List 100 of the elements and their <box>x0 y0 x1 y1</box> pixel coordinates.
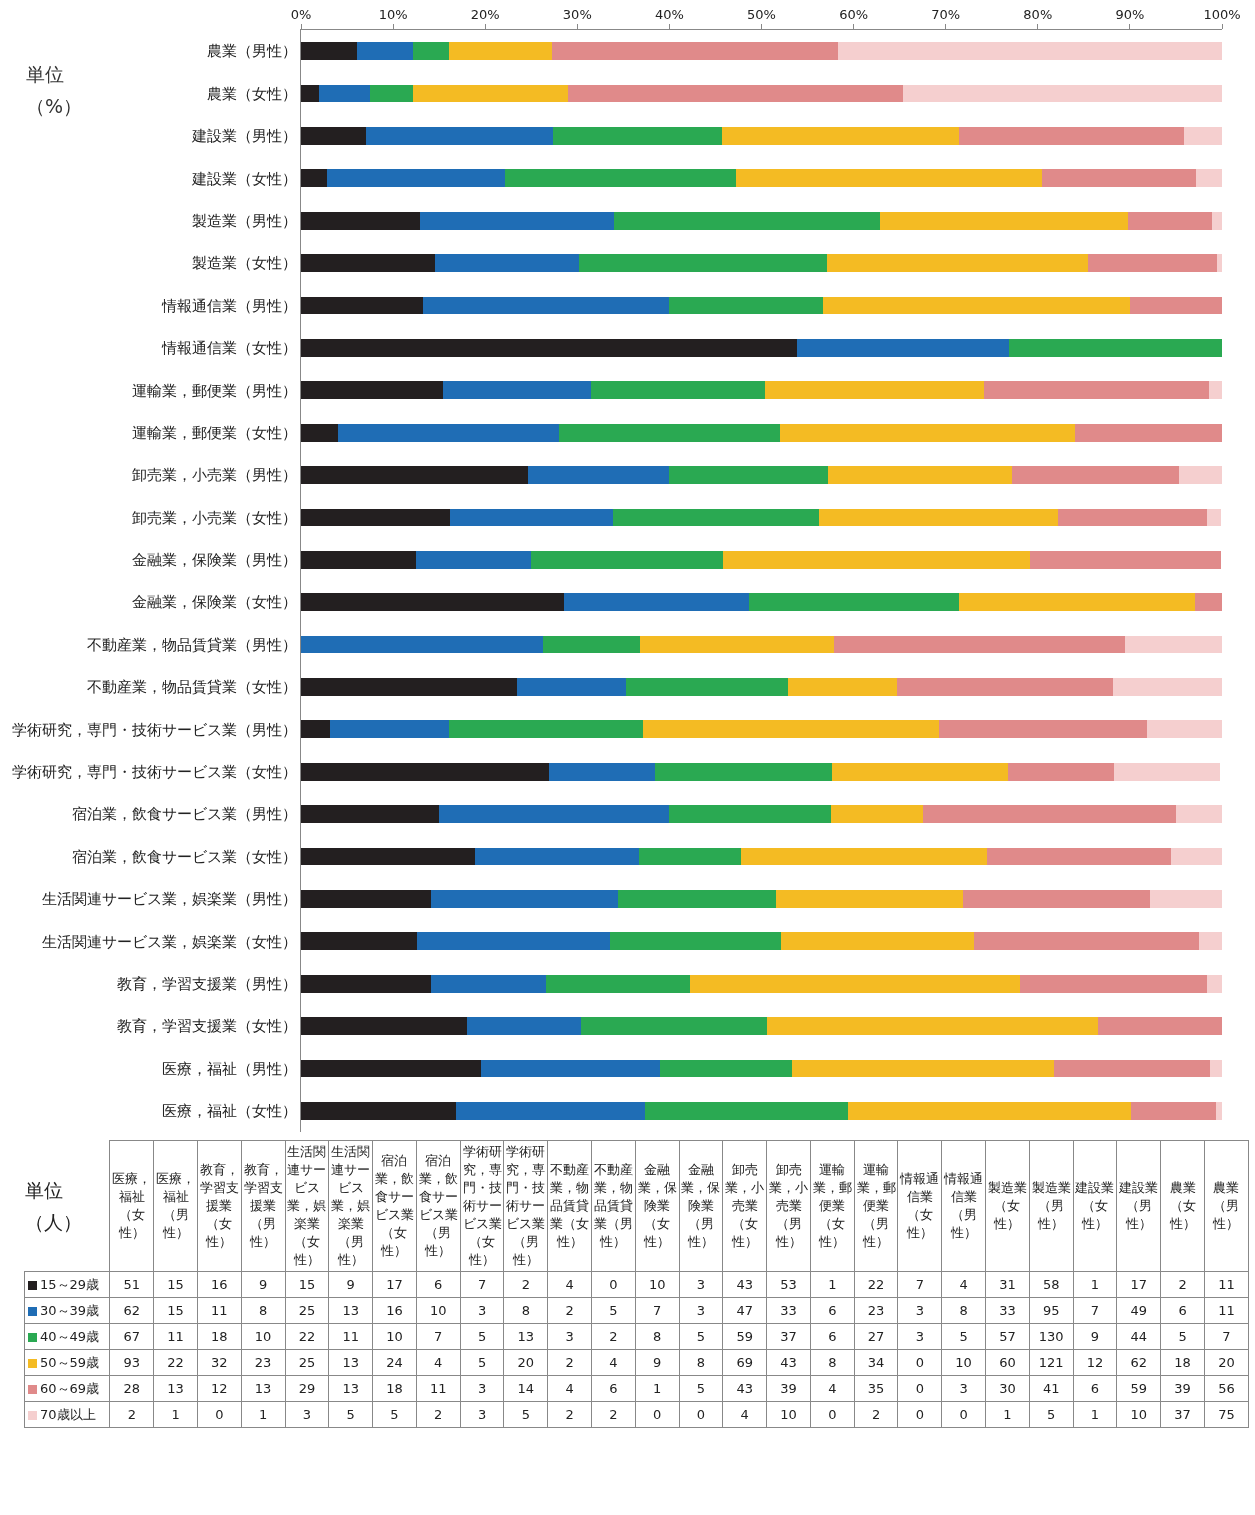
data-label: 43 <box>722 1271 767 1298</box>
legend-label: 15～29歳 <box>24 1271 110 1298</box>
bar <box>830 805 923 824</box>
bar <box>776 889 964 908</box>
bar <box>1195 593 1222 612</box>
bar <box>1207 974 1222 993</box>
bar <box>610 932 781 951</box>
x-tick-label: 80% <box>1023 6 1053 22</box>
bar <box>1042 169 1197 188</box>
data-label: 6 <box>1160 1297 1205 1324</box>
bar <box>1215 1101 1222 1120</box>
data-label: 47 <box>722 1297 767 1324</box>
bar <box>301 762 549 781</box>
category-label: 建設業（女性） <box>1073 1140 1117 1272</box>
category-label: 宿泊業，飲食サービス業（女性） <box>372 1140 417 1272</box>
bar <box>301 720 331 739</box>
bar <box>301 678 518 696</box>
data-label: 62 <box>109 1297 154 1324</box>
bar <box>505 169 736 188</box>
bar <box>1217 254 1222 273</box>
data-label: 6 <box>416 1271 461 1298</box>
y-tick-label: 製造業（男性） <box>192 211 297 230</box>
y-tick-label: 不動産業，物品賃貸業（女性） <box>87 678 297 697</box>
data-label: 49 <box>1116 1297 1161 1324</box>
data-label: 16 <box>197 1271 242 1298</box>
bar <box>301 127 367 145</box>
bar <box>413 42 450 61</box>
bar <box>639 635 835 654</box>
bar <box>301 1017 467 1035</box>
bar <box>834 635 1126 654</box>
bar <box>669 805 831 824</box>
bar <box>301 932 418 951</box>
bar <box>922 805 1176 824</box>
data-label: 17 <box>1116 1271 1161 1298</box>
data-label: 13 <box>153 1375 198 1402</box>
data-label: 15 <box>153 1297 198 1324</box>
data-label: 9 <box>635 1349 680 1376</box>
bar <box>318 84 371 103</box>
data-label: 6 <box>591 1375 636 1402</box>
data-label: 23 <box>854 1297 898 1324</box>
data-label: 4 <box>547 1375 592 1402</box>
y-tick-label: 生活関連サービス業，娯楽業（女性） <box>42 932 297 951</box>
data-label: 3 <box>679 1271 723 1298</box>
data-label: 22 <box>854 1271 898 1298</box>
data-label: 0 <box>897 1401 942 1428</box>
data-label: 5 <box>1160 1323 1205 1350</box>
data-label: 2 <box>591 1323 636 1350</box>
data-label: 5 <box>503 1401 548 1428</box>
category-label: 製造業（女性） <box>985 1140 1030 1272</box>
bar <box>958 593 1196 612</box>
bar <box>301 635 544 654</box>
bar <box>1196 169 1222 188</box>
data-label: 11 <box>197 1297 242 1324</box>
y-tick-label: 教育，学習支援業（女性） <box>117 1017 297 1036</box>
data-label: 53 <box>766 1271 811 1298</box>
bar <box>301 42 358 61</box>
data-label: 2 <box>503 1271 548 1298</box>
data-label: 3 <box>460 1375 504 1402</box>
bar <box>1020 974 1208 993</box>
data-label: 2 <box>854 1401 898 1428</box>
data-label: 5 <box>460 1323 504 1350</box>
bar <box>366 127 554 145</box>
data-label: 35 <box>854 1375 898 1402</box>
x-tick-label: 10% <box>378 6 408 22</box>
data-label: 121 <box>1029 1349 1074 1376</box>
bar <box>435 254 580 273</box>
bar <box>301 1059 481 1078</box>
data-label: 4 <box>591 1349 636 1376</box>
y-tick-label: 金融業，保険業（女性） <box>132 593 297 612</box>
bar <box>689 974 1021 993</box>
data-label: 56 <box>1204 1375 1249 1402</box>
bar <box>301 889 431 908</box>
data-label: 22 <box>285 1323 329 1350</box>
category-label: 宿泊業，飲食サービス業（男性） <box>416 1140 461 1272</box>
data-label: 0 <box>941 1401 986 1428</box>
y-tick-label: 運輸業，郵便業（女性） <box>132 423 297 442</box>
data-label: 37 <box>1160 1401 1205 1428</box>
bar <box>1209 381 1222 400</box>
bar <box>1150 889 1222 908</box>
x-tick-label: 50% <box>747 6 776 22</box>
data-label: 51 <box>109 1271 154 1298</box>
bar <box>721 127 959 145</box>
data-label: 8 <box>635 1323 680 1350</box>
bar <box>617 889 777 908</box>
data-label: 5 <box>372 1401 417 1428</box>
y-tick-label: 情報通信業（男性） <box>161 296 297 315</box>
y-tick-label: 卸売業，小売業（女性） <box>132 508 297 527</box>
bar <box>1130 1101 1216 1120</box>
y-tick-label: 生活関連サービス業，娯楽業（男性） <box>42 890 297 909</box>
y-tick-label: 教育，学習支援業（男性） <box>117 974 297 993</box>
data-label: 28 <box>109 1375 154 1402</box>
bar <box>580 1017 768 1035</box>
legend-label: 60～69歳 <box>24 1375 110 1402</box>
y-tick-label: 建設業（女性） <box>191 169 297 188</box>
data-label: 0 <box>635 1401 680 1428</box>
data-label: 4 <box>810 1375 855 1402</box>
data-label: 57 <box>985 1323 1030 1350</box>
data-label: 0 <box>897 1375 942 1402</box>
bar <box>301 974 431 993</box>
bar <box>1113 678 1222 696</box>
